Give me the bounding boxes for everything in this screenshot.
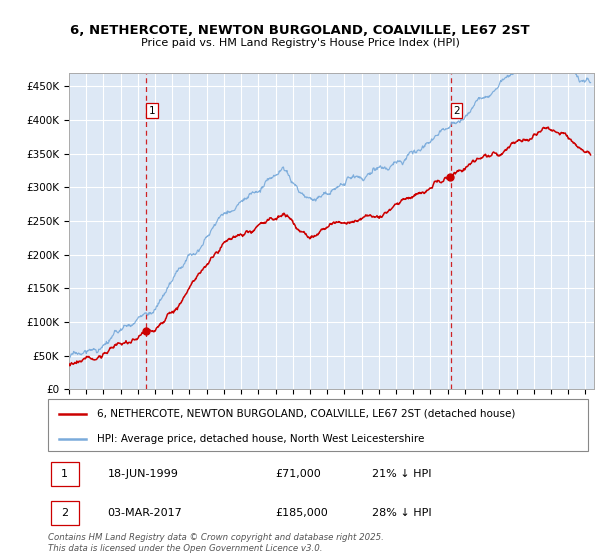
Text: 28% ↓ HPI: 28% ↓ HPI bbox=[372, 508, 431, 517]
Text: HPI: Average price, detached house, North West Leicestershire: HPI: Average price, detached house, Nort… bbox=[97, 435, 424, 445]
Text: Contains HM Land Registry data © Crown copyright and database right 2025.
This d: Contains HM Land Registry data © Crown c… bbox=[48, 533, 384, 553]
Text: 6, NETHERCOTE, NEWTON BURGOLAND, COALVILLE, LE67 2ST: 6, NETHERCOTE, NEWTON BURGOLAND, COALVIL… bbox=[70, 24, 530, 36]
Text: Price paid vs. HM Land Registry's House Price Index (HPI): Price paid vs. HM Land Registry's House … bbox=[140, 38, 460, 48]
Bar bbox=[50, 462, 79, 486]
Text: £71,000: £71,000 bbox=[275, 469, 320, 479]
Text: 21% ↓ HPI: 21% ↓ HPI bbox=[372, 469, 431, 479]
Bar bbox=[50, 501, 79, 525]
Text: 18-JUN-1999: 18-JUN-1999 bbox=[107, 469, 178, 479]
Text: 2: 2 bbox=[61, 508, 68, 517]
Text: £185,000: £185,000 bbox=[275, 508, 328, 517]
Text: 03-MAR-2017: 03-MAR-2017 bbox=[107, 508, 182, 517]
Text: 1: 1 bbox=[61, 469, 68, 479]
Text: 2: 2 bbox=[453, 106, 460, 116]
Text: 6, NETHERCOTE, NEWTON BURGOLAND, COALVILLE, LE67 2ST (detached house): 6, NETHERCOTE, NEWTON BURGOLAND, COALVIL… bbox=[97, 409, 515, 419]
Text: 1: 1 bbox=[148, 106, 155, 116]
